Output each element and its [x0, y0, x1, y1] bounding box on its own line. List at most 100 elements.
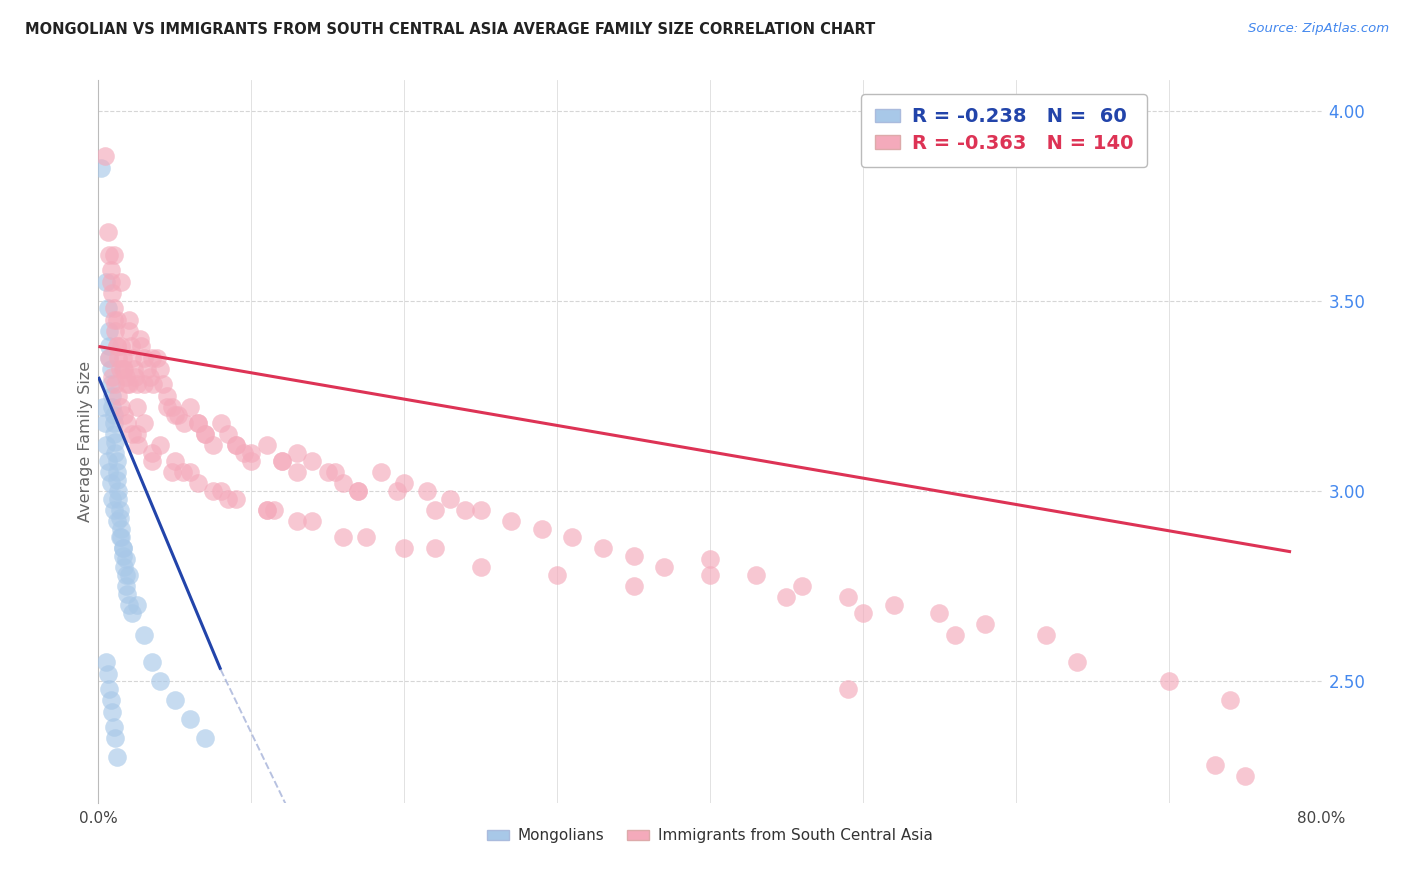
Point — [1157, 674, 1180, 689]
Point — [370, 465, 392, 479]
Point — [194, 731, 217, 746]
Point — [94, 655, 117, 669]
Point — [1204, 757, 1226, 772]
Point — [285, 515, 308, 529]
Point — [160, 465, 183, 479]
Point — [128, 332, 150, 346]
Point — [101, 286, 124, 301]
Point — [160, 401, 183, 415]
Point — [108, 530, 131, 544]
Point — [108, 362, 131, 376]
Point — [270, 453, 292, 467]
Point — [134, 416, 156, 430]
Point — [125, 401, 148, 415]
Point — [179, 401, 201, 415]
Point — [103, 408, 125, 422]
Point — [316, 465, 339, 479]
Point — [118, 567, 141, 582]
Point — [105, 339, 128, 353]
Point — [111, 541, 134, 555]
Point — [97, 453, 120, 467]
Point — [108, 503, 131, 517]
Point — [105, 473, 128, 487]
Point — [270, 453, 292, 467]
Point — [97, 301, 120, 316]
Point — [101, 370, 124, 384]
Point — [125, 426, 148, 441]
Point — [112, 408, 135, 422]
Point — [112, 362, 135, 376]
Point — [163, 693, 186, 707]
Point — [129, 339, 152, 353]
Point — [232, 446, 254, 460]
Point — [100, 263, 122, 277]
Point — [142, 377, 165, 392]
Point — [100, 693, 122, 707]
Point — [117, 587, 139, 601]
Point — [156, 389, 179, 403]
Point — [110, 522, 132, 536]
Point — [454, 503, 477, 517]
Point — [98, 351, 121, 365]
Point — [110, 401, 132, 415]
Point — [125, 377, 148, 392]
Point — [163, 453, 186, 467]
Point — [110, 530, 132, 544]
Point — [439, 491, 461, 506]
Point — [943, 628, 966, 642]
Point — [134, 351, 156, 365]
Point — [98, 681, 121, 696]
Point — [105, 515, 128, 529]
Point — [883, 598, 905, 612]
Point — [699, 552, 721, 566]
Point — [104, 377, 127, 392]
Point — [775, 591, 797, 605]
Point — [141, 655, 163, 669]
Point — [392, 476, 416, 491]
Point — [217, 426, 239, 441]
Point — [145, 351, 167, 365]
Point — [623, 549, 645, 563]
Point — [107, 483, 129, 498]
Point — [256, 438, 278, 452]
Point — [134, 628, 156, 642]
Point — [98, 324, 121, 338]
Point — [139, 370, 162, 384]
Point — [115, 579, 138, 593]
Point — [187, 416, 209, 430]
Point — [354, 530, 377, 544]
Point — [172, 465, 194, 479]
Point — [98, 465, 121, 479]
Point — [837, 681, 859, 696]
Point — [97, 666, 120, 681]
Point — [107, 389, 129, 403]
Point — [103, 248, 125, 262]
Point — [103, 426, 125, 441]
Point — [141, 351, 163, 365]
Point — [301, 453, 323, 467]
Point — [225, 438, 247, 452]
Point — [120, 339, 142, 353]
Point — [187, 416, 209, 430]
Point — [91, 401, 114, 415]
Point — [167, 408, 190, 422]
Point — [1035, 628, 1057, 642]
Point — [194, 426, 217, 441]
Point — [209, 416, 232, 430]
Point — [103, 416, 125, 430]
Point — [187, 476, 209, 491]
Point — [118, 598, 141, 612]
Point — [100, 377, 122, 392]
Y-axis label: Average Family Size: Average Family Size — [77, 361, 93, 522]
Point — [125, 598, 148, 612]
Point — [101, 389, 124, 403]
Point — [623, 579, 645, 593]
Point — [530, 522, 553, 536]
Point — [94, 275, 117, 289]
Point — [152, 377, 174, 392]
Point — [149, 674, 172, 689]
Point — [103, 720, 125, 734]
Point — [332, 476, 354, 491]
Text: MONGOLIAN VS IMMIGRANTS FROM SOUTH CENTRAL ASIA AVERAGE FAMILY SIZE CORRELATION : MONGOLIAN VS IMMIGRANTS FROM SOUTH CENTR… — [25, 22, 876, 37]
Point — [423, 503, 446, 517]
